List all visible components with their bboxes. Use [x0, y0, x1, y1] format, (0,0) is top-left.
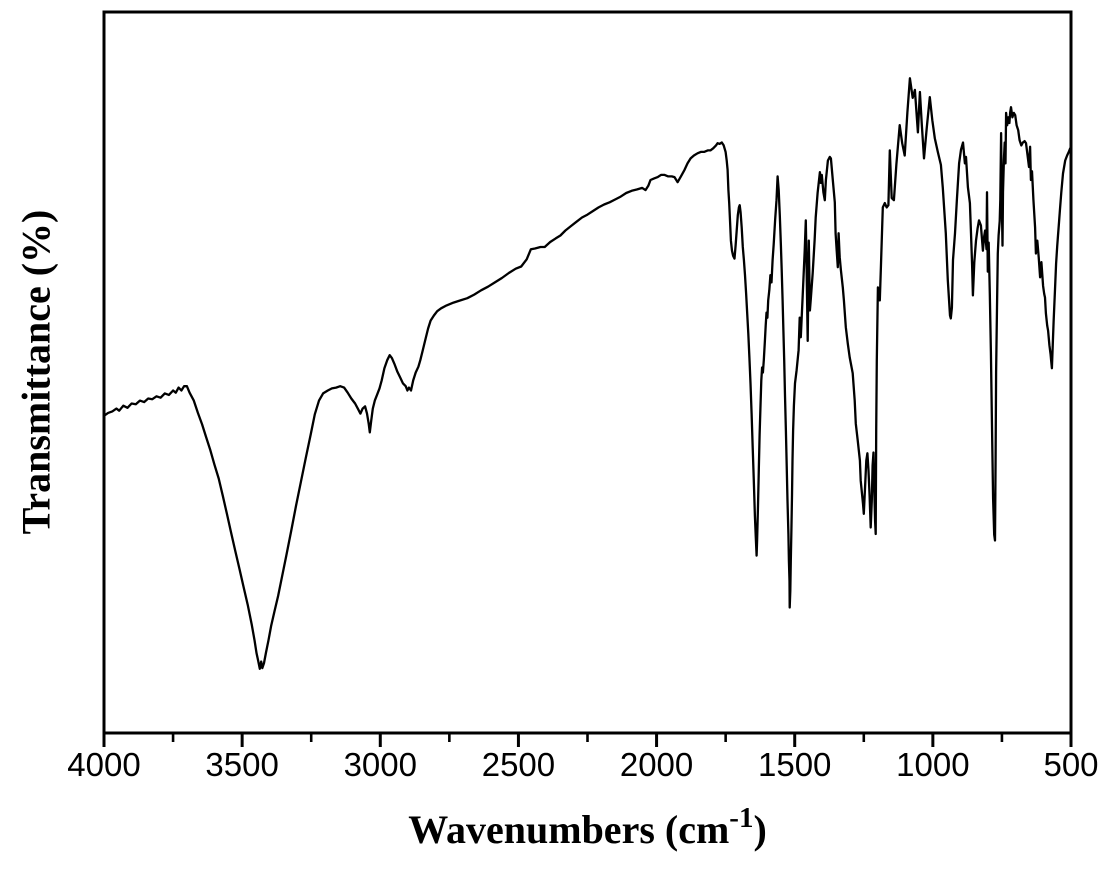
- x-tick-label: 3500: [205, 746, 279, 783]
- x-tick-label: 1000: [896, 746, 970, 783]
- x-axis-title-text: Wavenumbers (cm: [408, 807, 730, 852]
- x-tick-label: 2500: [481, 746, 556, 783]
- x-tick-label: 500: [1043, 746, 1099, 783]
- x-tick-label: 3000: [343, 746, 417, 783]
- y-axis-title: Transmittance (%): [13, 209, 59, 535]
- plot-border: [102, 10, 1073, 735]
- x-tick-label: 4000: [67, 746, 141, 783]
- x-axis-title-close-paren: ): [753, 807, 767, 852]
- x-axis-title-superscript: -1: [729, 802, 754, 834]
- spectrum-curve: [102, 77, 1072, 670]
- x-tick-label: 1500: [757, 746, 832, 783]
- x-axis-title: Wavenumbers (cm-1): [104, 802, 1071, 853]
- x-tick-label: 2000: [619, 746, 694, 783]
